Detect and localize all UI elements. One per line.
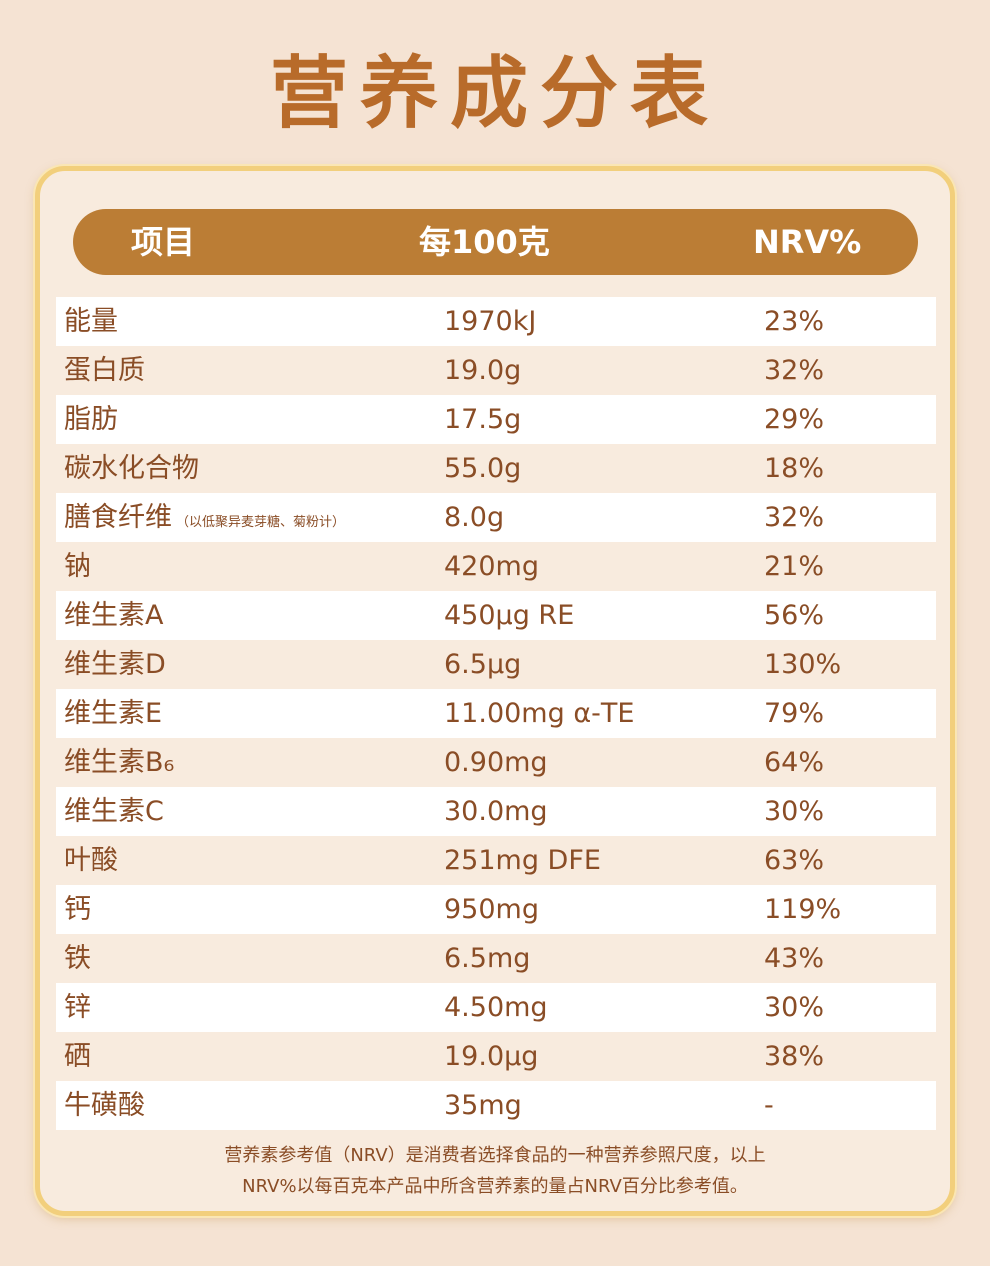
nrv-value: 32% [764, 355, 825, 386]
nutrient-name: 维生素E [64, 698, 163, 729]
per100-value: 8.0g [444, 502, 505, 533]
table-row: 能量 1970kJ 23% [56, 297, 936, 346]
nrv-value: 63% [764, 845, 825, 876]
nrv-value: 43% [764, 943, 825, 974]
per100-value: 450μg RE [444, 600, 575, 631]
table-row: 锌 4.50mg 30% [56, 983, 936, 1032]
nrv-value: 38% [764, 1041, 825, 1072]
nutrient-name: 叶酸 [64, 845, 118, 876]
table-row: 维生素B₆ 0.90mg 64% [56, 738, 936, 787]
per100-value: 420mg [444, 551, 539, 582]
nutrient-name: 锌 [64, 992, 91, 1023]
nutrient-name: 钙 [64, 894, 91, 925]
per100-value: 35mg [444, 1090, 522, 1121]
nrv-footnote: 营养素参考值（NRV）是消费者选择食品的一种营养参照尺度，以上 NRV%以每百克… [0, 1140, 990, 1202]
per100-value: 6.5μg [444, 649, 522, 680]
per100-value: 251mg DFE [444, 845, 601, 876]
nutrient-name: 钠 [64, 551, 91, 582]
nrv-value: 56% [764, 600, 825, 631]
nutrient-name-with-note: 膳食纤维 （以低聚异麦芽糖、菊粉计） [64, 493, 345, 547]
nrv-value: 119% [764, 894, 842, 925]
nutrient-name: 维生素A [64, 600, 164, 631]
per100-value: 950mg [444, 894, 539, 925]
nutrient-note: （以低聚异麦芽糖、菊粉计） [176, 515, 346, 530]
nutrient-name: 膳食纤维 [64, 502, 172, 533]
table-row: 维生素D 6.5μg 130% [56, 640, 936, 689]
per100-value: 19.0μg [444, 1041, 539, 1072]
footnote-line-2: NRV%以每百克本产品中所含营养素的量占NRV百分比参考值。 [242, 1176, 748, 1197]
per100-value: 19.0g [444, 355, 522, 386]
per100-value: 1970kJ [444, 306, 537, 337]
nutrient-name: 维生素B₆ [64, 747, 175, 778]
table-row: 膳食纤维 （以低聚异麦芽糖、菊粉计） 8.0g 32% [56, 493, 936, 542]
table-header: 项目 每100克 NRV% [73, 209, 918, 275]
per100-value: 55.0g [444, 453, 522, 484]
nrv-value: 32% [764, 502, 825, 533]
nrv-value: 23% [764, 306, 825, 337]
nrv-value: 30% [764, 992, 825, 1023]
per100-value: 0.90mg [444, 747, 548, 778]
per100-value: 30.0mg [444, 796, 548, 827]
per100-value: 11.00mg α-TE [444, 698, 635, 729]
nutrition-table: 能量 1970kJ 23% 蛋白质 19.0g 32% 脂肪 17.5g 29%… [56, 297, 936, 1130]
nutrient-name: 脂肪 [64, 404, 118, 435]
table-row: 维生素C 30.0mg 30% [56, 787, 936, 836]
table-row: 叶酸 251mg DFE 63% [56, 836, 936, 885]
nutrient-name: 铁 [64, 943, 91, 974]
header-nrv: NRV% [753, 223, 862, 261]
nrv-value: 29% [764, 404, 825, 435]
nrv-value: 79% [764, 698, 825, 729]
table-row: 蛋白质 19.0g 32% [56, 346, 936, 395]
nrv-value: 130% [764, 649, 842, 680]
table-row: 硒 19.0μg 38% [56, 1032, 936, 1081]
nutrient-name: 能量 [64, 306, 118, 337]
table-row: 维生素E 11.00mg α-TE 79% [56, 689, 936, 738]
nrv-value: 18% [764, 453, 825, 484]
table-row: 钠 420mg 21% [56, 542, 936, 591]
table-row: 脂肪 17.5g 29% [56, 395, 936, 444]
nrv-value: 21% [764, 551, 825, 582]
table-row: 铁 6.5mg 43% [56, 934, 936, 983]
per100-value: 6.5mg [444, 943, 531, 974]
nutrient-name: 碳水化合物 [64, 453, 199, 484]
table-row: 维生素A 450μg RE 56% [56, 591, 936, 640]
header-item: 项目 [131, 223, 196, 261]
per100-value: 17.5g [444, 404, 522, 435]
nrv-value: 30% [764, 796, 825, 827]
header-per100: 每100克 [419, 223, 550, 261]
nutrient-name: 蛋白质 [64, 355, 145, 386]
page-title: 营养成分表 [269, 49, 720, 139]
table-row: 碳水化合物 55.0g 18% [56, 444, 936, 493]
nutrient-name: 牛磺酸 [64, 1090, 145, 1121]
nutrient-name: 维生素C [64, 796, 164, 827]
table-row: 牛磺酸 35mg - [56, 1081, 936, 1130]
nrv-value: 64% [764, 747, 825, 778]
per100-value: 4.50mg [444, 992, 548, 1023]
table-row: 钙 950mg 119% [56, 885, 936, 934]
nutrient-name: 硒 [64, 1041, 91, 1072]
nrv-value: - [764, 1090, 774, 1121]
nutrient-name: 维生素D [64, 649, 166, 680]
footnote-line-1: 营养素参考值（NRV）是消费者选择食品的一种营养参照尺度，以上 [224, 1145, 766, 1166]
